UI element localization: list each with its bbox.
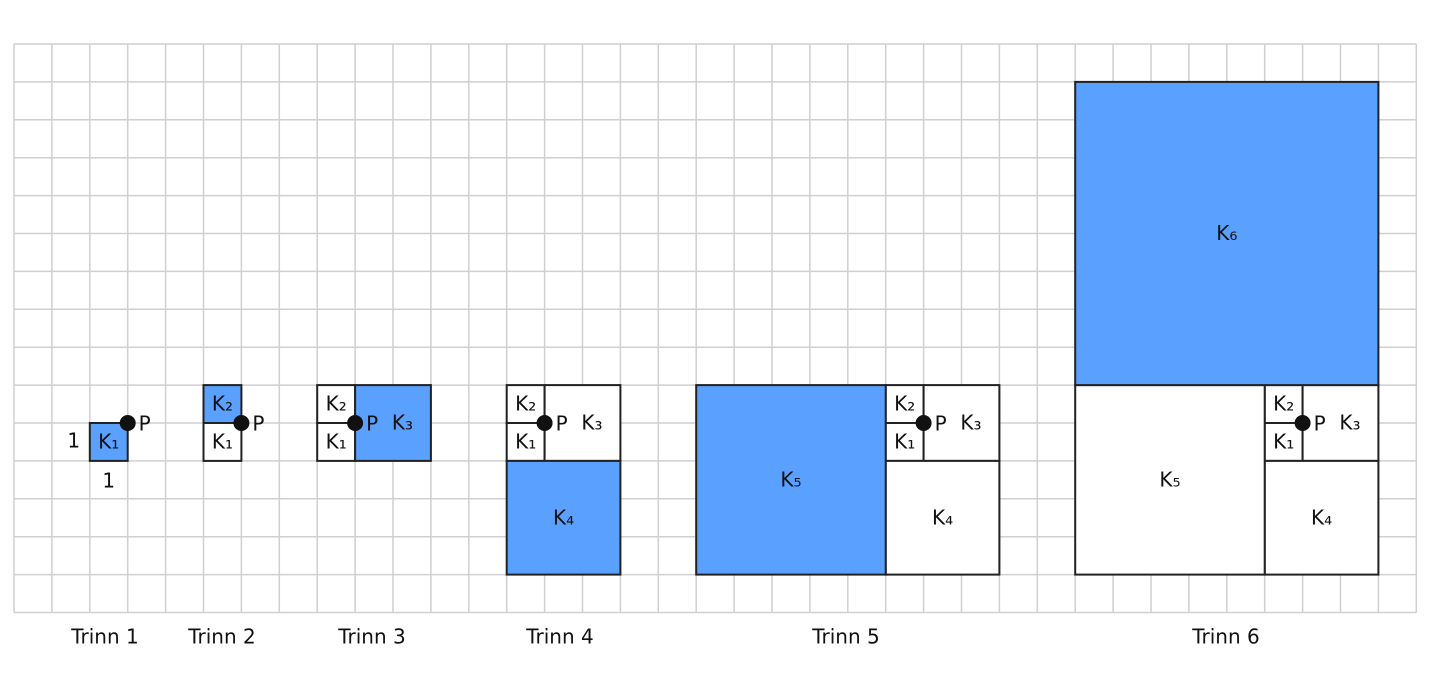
square <box>922 384 1001 462</box>
square-label: K₂ <box>212 392 233 416</box>
square <box>316 422 357 462</box>
point <box>1294 415 1311 431</box>
step-label: Trinn 3 <box>337 625 406 649</box>
new-square <box>695 384 887 576</box>
square-label: K₃ <box>581 411 602 435</box>
square-label: K₁ <box>212 429 233 453</box>
square-label: K₄ <box>1311 505 1332 529</box>
point <box>233 415 250 431</box>
point-label: P <box>252 412 264 436</box>
square <box>884 384 925 425</box>
square-label: K₃ <box>960 411 981 435</box>
step-label: Trinn 5 <box>811 625 880 649</box>
point-label: P <box>935 412 947 436</box>
point <box>536 415 553 431</box>
square <box>505 384 546 425</box>
new-square <box>505 459 622 576</box>
step-label: Trinn 4 <box>525 625 594 649</box>
square-label: K₄ <box>553 505 574 529</box>
square-label: K₁ <box>515 429 536 453</box>
square-label: K₆ <box>1216 221 1237 245</box>
side-label: 1 <box>67 428 80 452</box>
new-square <box>1074 80 1380 387</box>
square-label: K₅ <box>780 467 801 491</box>
square-label: K₁ <box>98 429 119 453</box>
point-label: P <box>1314 412 1326 436</box>
new-square <box>354 384 432 462</box>
new-square <box>202 384 243 425</box>
step-label: Trinn 2 <box>187 625 256 649</box>
square-label: K₄ <box>932 505 953 529</box>
step-label: Trinn 6 <box>1191 625 1260 649</box>
point-label: P <box>366 412 378 436</box>
square-label: K₃ <box>1339 411 1360 435</box>
square <box>1263 459 1380 576</box>
square-label: K₂ <box>326 392 347 416</box>
point <box>119 415 136 431</box>
point-label: P <box>556 412 568 436</box>
square-label: K₂ <box>515 392 536 416</box>
square-label: K₃ <box>392 411 413 435</box>
side-label: 1 <box>102 468 115 492</box>
square-label: K₂ <box>894 392 915 416</box>
point-label: P <box>139 412 151 436</box>
square-label: K₂ <box>1273 392 1294 416</box>
square <box>316 384 357 425</box>
square-label: K₁ <box>326 429 347 453</box>
square <box>202 422 243 462</box>
new-square <box>88 422 129 462</box>
square-label: K₅ <box>1159 467 1180 491</box>
point <box>347 415 364 431</box>
square-label: K₁ <box>1273 429 1294 453</box>
square <box>1074 384 1266 576</box>
step-label: Trinn 1 <box>70 625 139 649</box>
square-label: K₁ <box>894 429 915 453</box>
point <box>915 415 932 431</box>
